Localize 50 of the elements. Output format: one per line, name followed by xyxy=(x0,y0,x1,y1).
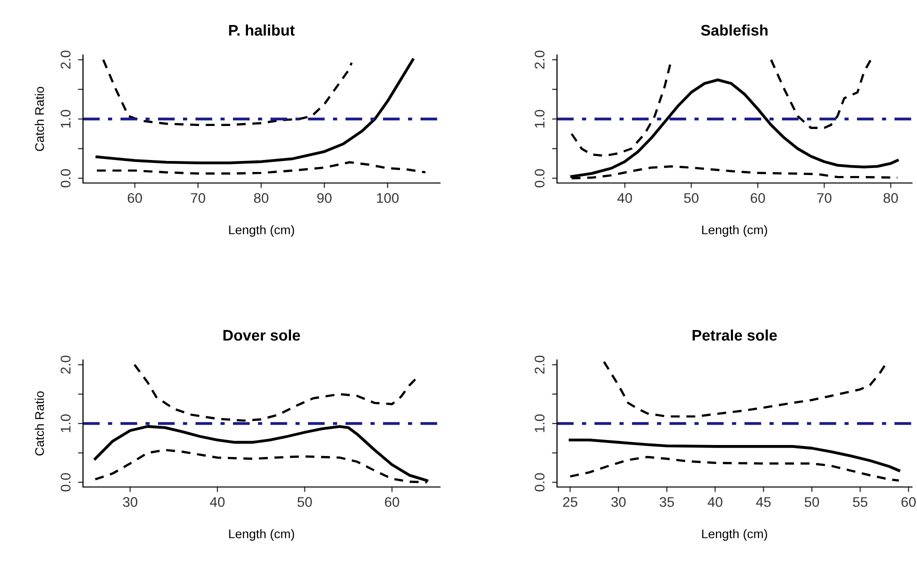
y-tick-label: 2.0 xyxy=(60,356,71,374)
x-tick-label: 90 xyxy=(317,193,332,203)
y-tick-label: 2.0 xyxy=(534,356,545,374)
x-axis-title: Length (cm) xyxy=(702,225,768,237)
y-tick-label: 1.0 xyxy=(534,110,545,128)
x-tick-label: 40 xyxy=(210,497,225,507)
x-axis-title: Length (cm) xyxy=(229,225,294,237)
x-tick-label: 25 xyxy=(563,497,578,507)
line-series xyxy=(602,360,886,418)
line-series xyxy=(96,58,414,164)
x-tick-label: 60 xyxy=(128,193,142,203)
line-series xyxy=(102,58,353,126)
y-tick-label: 2.0 xyxy=(60,50,71,69)
y-tick-label: 1.0 xyxy=(60,414,71,432)
chart-title: Dover sole xyxy=(223,329,300,341)
chart-title: Petrale sole xyxy=(692,329,777,341)
x-tick-label: 60 xyxy=(384,497,400,507)
y-tick-label: 2.0 xyxy=(534,50,545,69)
y-tick-label: 0.0 xyxy=(60,169,71,188)
x-tick-label: 70 xyxy=(817,193,832,203)
x-tick-label: 60 xyxy=(902,497,916,507)
x-tick-label: 60 xyxy=(750,193,765,203)
y-axis-title: Catch Ratio xyxy=(34,86,44,152)
chart-title: P. halibut xyxy=(229,24,295,36)
y-tick-label: 0.0 xyxy=(60,473,71,492)
line-series xyxy=(569,456,900,482)
x-axis-title: Length (cm) xyxy=(229,529,294,541)
x-tick-label: 45 xyxy=(756,497,771,507)
y-tick-label: 0.0 xyxy=(534,169,545,188)
x-tick-label: 55 xyxy=(853,497,868,507)
x-axis-title: Length (cm) xyxy=(702,529,768,541)
chart-title: Sablefish xyxy=(700,24,768,36)
y-axis-title: Catch Ratio xyxy=(34,391,44,456)
x-tick-label: 50 xyxy=(298,497,312,507)
x-tick-label: 80 xyxy=(884,193,898,203)
x-tick-label: 35 xyxy=(660,497,674,507)
x-tick-label: 30 xyxy=(122,497,138,507)
y-tick-label: 1.0 xyxy=(534,414,545,432)
x-tick-label: 80 xyxy=(254,193,268,203)
line-series xyxy=(568,438,900,472)
x-tick-label: 30 xyxy=(611,497,626,507)
x-tick-label: 70 xyxy=(190,193,206,203)
x-tick-label: 40 xyxy=(708,497,722,507)
x-tick-label: 50 xyxy=(804,497,820,507)
x-tick-label: 50 xyxy=(684,193,698,203)
y-tick-label: 1.0 xyxy=(60,110,71,128)
x-tick-label: 40 xyxy=(617,193,632,203)
line-series xyxy=(96,161,427,175)
x-tick-label: 100 xyxy=(377,193,399,203)
y-tick-label: 0.0 xyxy=(534,473,545,492)
